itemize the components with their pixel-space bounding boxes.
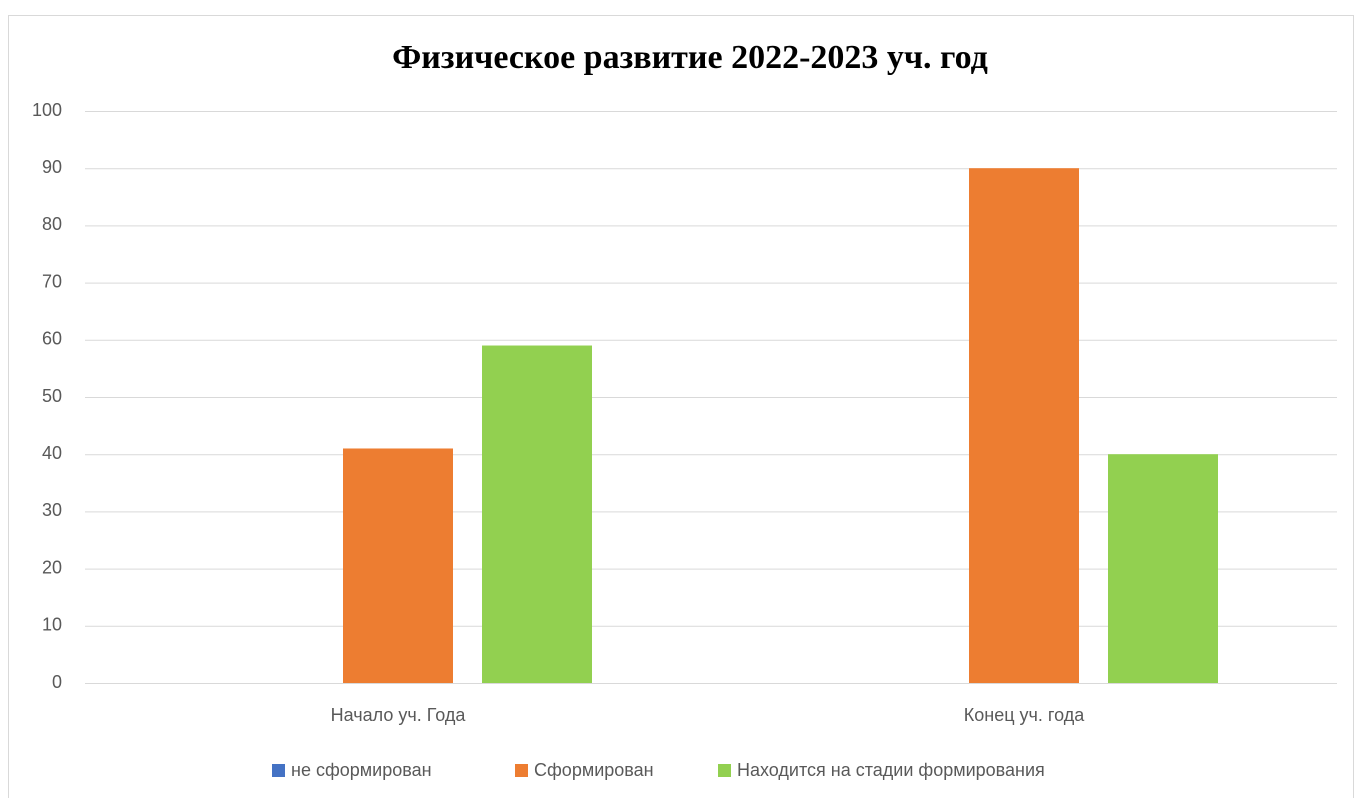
legend-label: Находится на стадии формирования (737, 760, 1045, 780)
y-tick-label: 40 (42, 443, 62, 463)
y-tick-label: 0 (52, 672, 62, 692)
y-tick-label: 80 (42, 214, 62, 234)
y-tick-label: 50 (42, 386, 62, 406)
y-tick-label: 100 (32, 100, 62, 120)
legend-swatch (272, 764, 285, 777)
y-tick-label: 30 (42, 500, 62, 520)
x-tick-label: Начало уч. Года (331, 705, 467, 725)
bar (1108, 454, 1218, 683)
legend-swatch (515, 764, 528, 777)
y-tick-label: 20 (42, 557, 62, 577)
y-tick-label: 60 (42, 329, 62, 349)
legend-swatch (718, 764, 731, 777)
legend-label: не сформирован (291, 760, 432, 780)
chart-title: Физическое развитие 2022-2023 уч. год (392, 39, 988, 76)
legend-label: Сформирован (534, 760, 654, 780)
y-tick-label: 90 (42, 157, 62, 177)
bar (969, 168, 1079, 683)
y-tick-label: 70 (42, 271, 62, 291)
x-tick-label: Конец уч. года (964, 705, 1085, 725)
bar (482, 345, 592, 683)
y-tick-label: 10 (42, 615, 62, 635)
bar (343, 448, 453, 683)
